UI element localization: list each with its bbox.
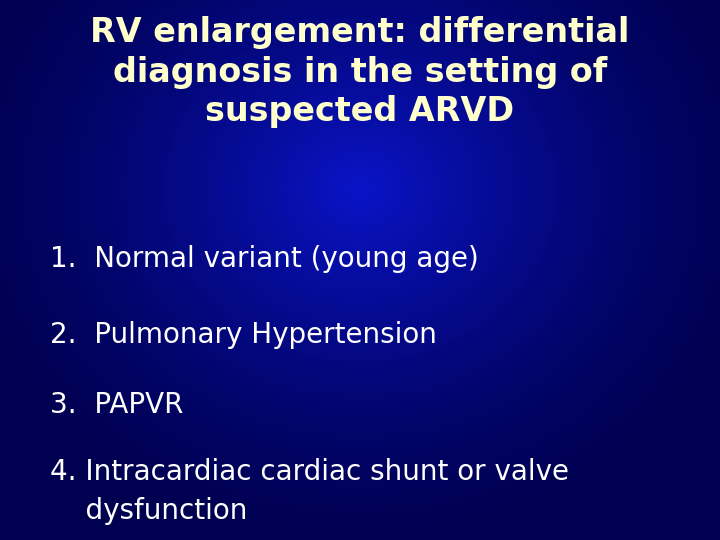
Text: 2.  Pulmonary Hypertension: 2. Pulmonary Hypertension bbox=[50, 321, 437, 349]
Text: 3.  PAPVR: 3. PAPVR bbox=[50, 391, 184, 419]
Text: RV enlargement: differential
diagnosis in the setting of
suspected ARVD: RV enlargement: differential diagnosis i… bbox=[90, 16, 630, 128]
Text: 4. Intracardiac cardiac shunt or valve
    dysfunction: 4. Intracardiac cardiac shunt or valve d… bbox=[50, 458, 570, 525]
Text: 1.  Normal variant (young age): 1. Normal variant (young age) bbox=[50, 245, 479, 273]
